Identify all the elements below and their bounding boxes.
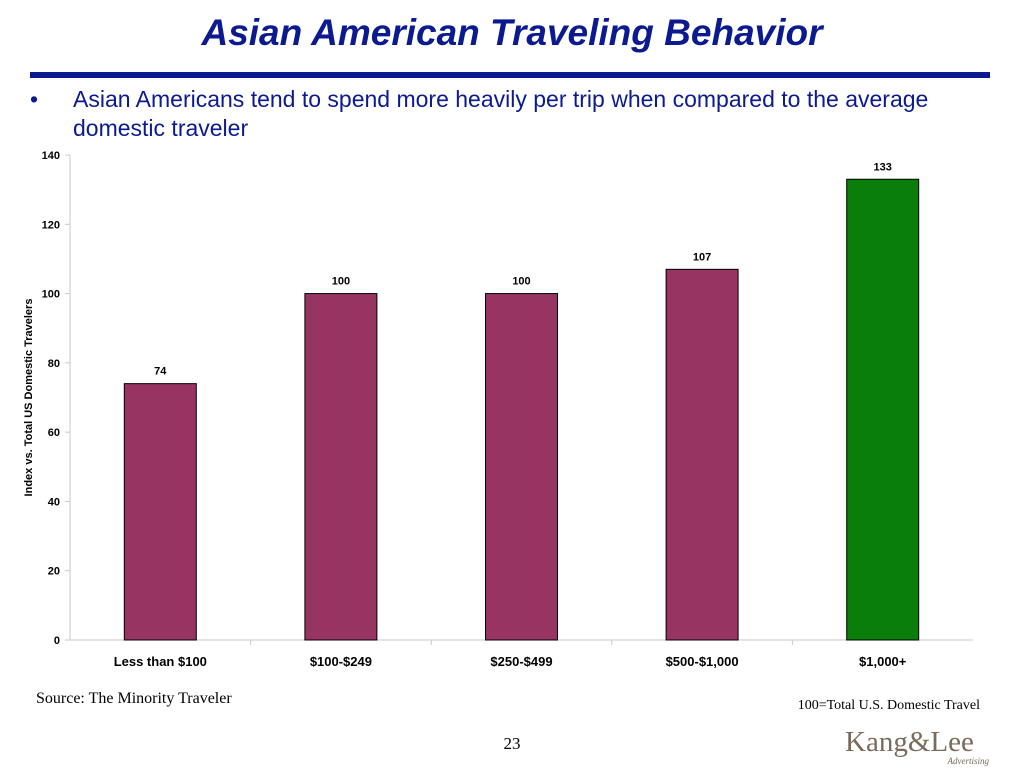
y-tick-label: 120 bbox=[42, 219, 60, 231]
x-tick-label: $250-$499 bbox=[490, 654, 552, 669]
x-tick-label: $100-$249 bbox=[310, 654, 372, 669]
y-tick-label: 60 bbox=[48, 427, 60, 439]
bullet-symbol: • bbox=[30, 86, 39, 112]
bar bbox=[304, 293, 378, 641]
data-label: 107 bbox=[693, 251, 711, 263]
y-axis: 0 20 40 60 80 100 120 140 bbox=[42, 150, 70, 647]
bar bbox=[123, 383, 197, 641]
x-tick-label: $500-$1,000 bbox=[666, 654, 739, 669]
y-tick-label: 80 bbox=[48, 358, 60, 370]
bar bbox=[485, 293, 558, 641]
y-tick-label: 40 bbox=[48, 496, 60, 508]
title-divider bbox=[30, 72, 990, 78]
data-label: 100 bbox=[512, 276, 530, 288]
y-tick-label: 140 bbox=[42, 150, 60, 162]
source-note: Source: The Minority Traveler bbox=[36, 690, 232, 707]
logo-wordmark: Kang&Lee bbox=[845, 726, 974, 758]
data-label: 74 bbox=[154, 366, 167, 378]
logo-subtext: Advertising bbox=[947, 756, 990, 766]
y-axis-label: Index vs. Total US Domestic Travelers bbox=[23, 299, 35, 497]
x-tick-label: $1,000+ bbox=[859, 654, 907, 669]
y-tick-label: 0 bbox=[54, 635, 60, 647]
x-axis-categories: Less than $100 $100-$249 $250-$499 $500-$1,… bbox=[114, 640, 907, 669]
data-label: 133 bbox=[874, 161, 892, 173]
bullet-text: Asian Americans tend to spend more heavi… bbox=[73, 86, 929, 141]
bar bbox=[846, 178, 920, 641]
data-label: 100 bbox=[332, 276, 350, 288]
bar bbox=[665, 268, 739, 641]
index-footnote: 100=Total U.S. Domestic Travel bbox=[797, 698, 980, 713]
x-tick-label: Less than $100 bbox=[114, 654, 207, 669]
bar-group: 74 100 100 107 133 bbox=[123, 161, 920, 641]
bar-chart: 0 20 40 60 80 100 120 140 74 100 100 107 133 Less t… bbox=[23, 150, 973, 669]
page-number: 23 bbox=[503, 734, 521, 753]
y-tick-label: 20 bbox=[48, 566, 60, 578]
kang-lee-logo: Kang&Lee Advertising bbox=[845, 726, 995, 766]
slide-title: Asian American Traveling Behavior bbox=[201, 12, 823, 53]
y-tick-label: 100 bbox=[42, 289, 60, 301]
